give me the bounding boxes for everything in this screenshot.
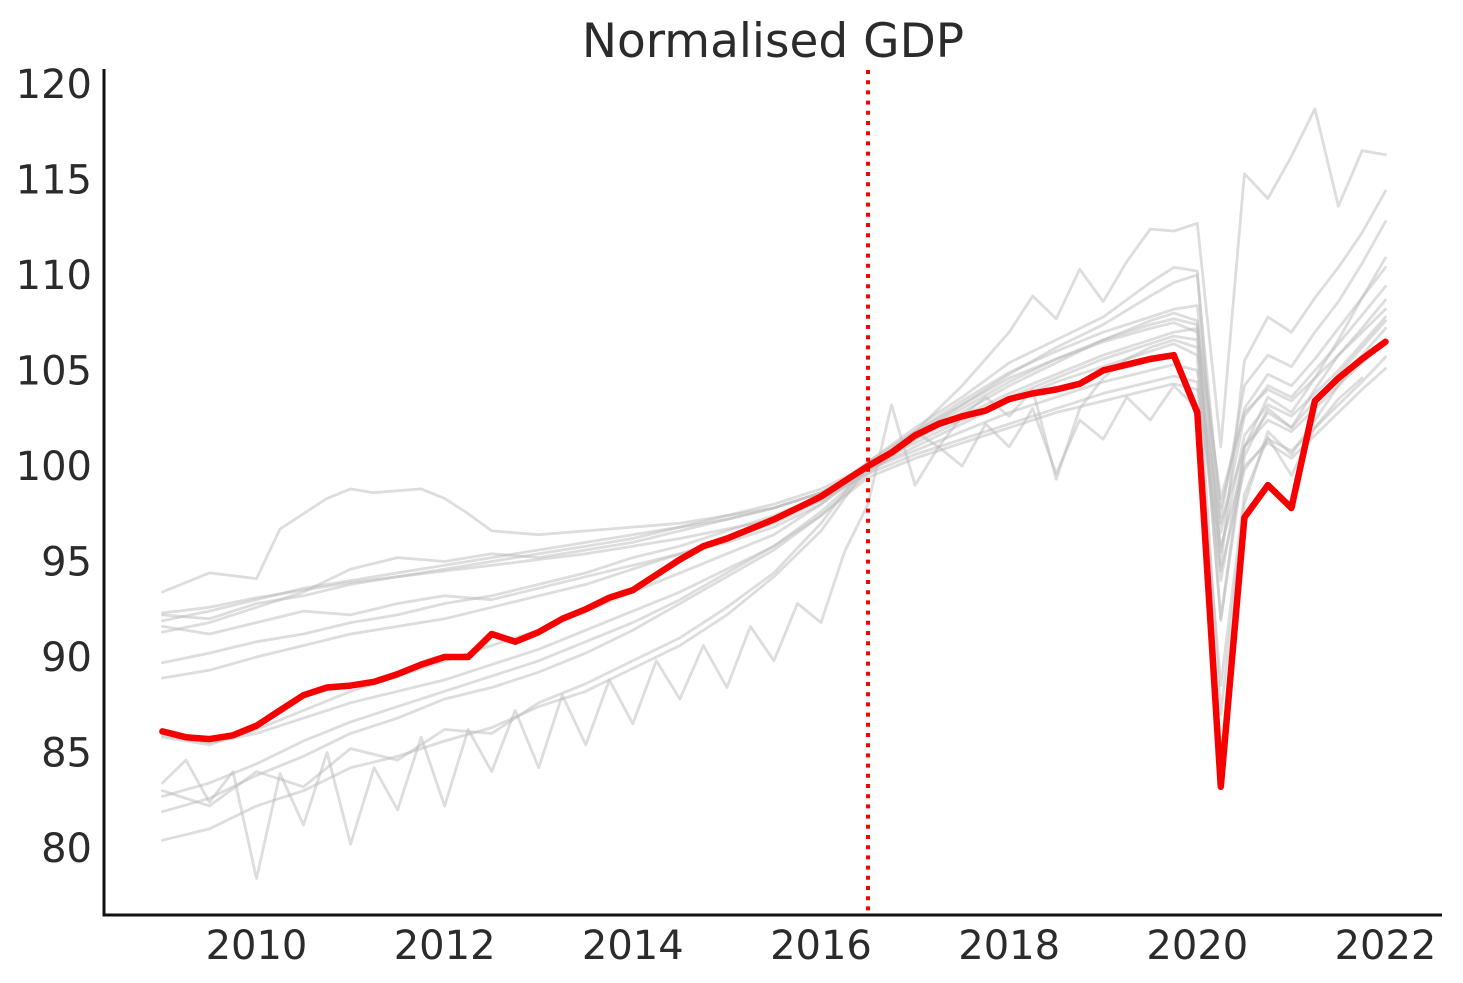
x-tick-label: 2018 — [958, 923, 1060, 969]
y-tick-label: 100 — [16, 444, 92, 490]
y-tick-label: 85 — [41, 730, 92, 776]
chart-title: Normalised GDP — [581, 14, 965, 69]
highlighted-series — [159, 338, 1389, 791]
gdp-series-04 — [160, 256, 1387, 814]
x-tick-label: 2010 — [206, 923, 308, 969]
y-tick-label: 110 — [16, 253, 92, 299]
gdp-series-02 — [160, 189, 1387, 808]
y-tick-label: 115 — [16, 157, 92, 203]
x-tick-label: 2012 — [394, 923, 496, 969]
gdp-series-14 — [160, 376, 1364, 880]
gdp-series-01 — [160, 107, 1387, 842]
y-tick-label: 90 — [41, 635, 92, 681]
x-tick-label: 2020 — [1146, 923, 1248, 969]
x-tick-label: 2014 — [582, 923, 684, 969]
y-tick-label: 80 — [41, 826, 92, 872]
y-tick-label: 105 — [16, 348, 92, 394]
x-tick-label: 2016 — [770, 923, 872, 969]
x-tick-label: 2022 — [1335, 923, 1437, 969]
gdp-series-15 — [160, 319, 1387, 636]
y-tick-label: 120 — [16, 62, 92, 108]
y-tick-label: 95 — [41, 539, 92, 585]
